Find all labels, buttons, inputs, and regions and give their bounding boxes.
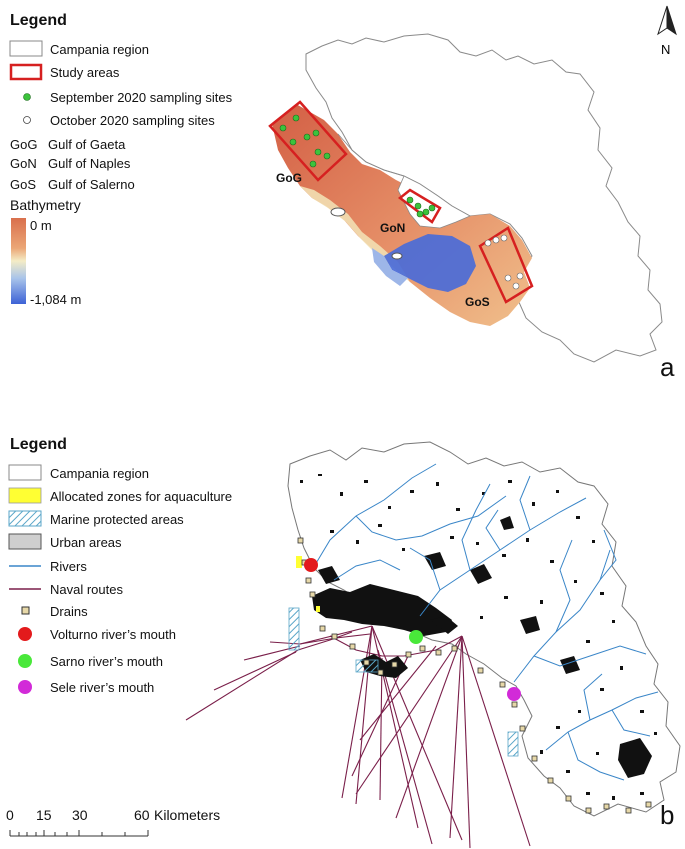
aquaculture-zone-1 bbox=[296, 556, 302, 568]
bathymetry-colorbar bbox=[11, 218, 26, 304]
legend-b-urban-swatch bbox=[8, 533, 42, 550]
island-ponza bbox=[330, 207, 346, 217]
north-arrow-icon bbox=[657, 5, 677, 36]
legend-b-item-naval: Naval routes bbox=[50, 581, 123, 597]
bathymetry-max-label: 0 m bbox=[30, 217, 52, 233]
panel-letter-a: a bbox=[660, 352, 675, 382]
legend-b-title: Legend bbox=[10, 436, 67, 453]
legend-a-region-swatch bbox=[9, 40, 43, 57]
legend-b-item-mpa: Marine protected areas bbox=[50, 511, 184, 527]
scale-tick-60: 60 bbox=[134, 807, 150, 823]
legend-a-abbr-gog: GoG Gulf of Gaeta bbox=[10, 136, 126, 152]
sarno-mouth-marker bbox=[409, 630, 423, 644]
land-between-gulfs bbox=[337, 133, 471, 229]
scale-tick-0: 0 bbox=[6, 807, 14, 823]
scale-bar-labels: 0 15 30 60 Kilometers bbox=[6, 806, 220, 824]
legend-b-sarno-dot bbox=[18, 654, 32, 668]
legend-a-study-swatch bbox=[9, 63, 43, 81]
map-label-gon: GoN bbox=[380, 221, 405, 235]
urban-speckle bbox=[300, 474, 657, 800]
legend-b-region-swatch bbox=[8, 464, 42, 481]
legend-a-item-region: Campania region bbox=[50, 41, 150, 57]
legend-b-drain-square bbox=[21, 606, 30, 615]
bathymetry-min-label: -1,084 m bbox=[30, 291, 82, 307]
scale-tick-15: 15 bbox=[36, 807, 52, 823]
legend-b-item-sele: Sele river’s mouth bbox=[50, 679, 155, 695]
sele-mouth-marker bbox=[507, 687, 521, 701]
legend-b-sele-dot bbox=[18, 680, 32, 694]
scale-tick-30: 30 bbox=[72, 807, 88, 823]
north-label: N bbox=[661, 42, 670, 57]
legend-a-item-study: Study areas bbox=[50, 64, 120, 80]
scale-bar bbox=[9, 830, 149, 837]
rivers bbox=[311, 463, 659, 781]
legend-a-oct-dot bbox=[23, 116, 31, 124]
legend-b-item-volturno: Volturno river’s mouth bbox=[50, 626, 176, 642]
legend-b-item-region: Campania region bbox=[50, 465, 150, 481]
map-a-canvas: GoG GoN GoS N bbox=[9, 5, 677, 363]
legend-a-item-oct: October 2020 sampling sites bbox=[50, 112, 215, 128]
scale-unit: Kilometers bbox=[154, 807, 221, 823]
legend-b-item-rivers: Rivers bbox=[50, 558, 87, 574]
panel-a: GoG GoN GoS N Legend Campania region Stu… bbox=[0, 0, 685, 400]
map-b-canvas bbox=[8, 441, 681, 849]
mpa-1 bbox=[288, 607, 300, 651]
naval-routes bbox=[185, 625, 531, 849]
legend-a-item-sept: September 2020 sampling sites bbox=[50, 89, 233, 105]
bathymetry-title: Bathymetry bbox=[10, 197, 81, 213]
volturno-mouth-marker bbox=[304, 558, 318, 572]
legend-b-item-urban: Urban areas bbox=[50, 534, 122, 550]
legend-a-abbr-gos: GoS Gulf of Salerno bbox=[10, 176, 135, 192]
drains bbox=[297, 537, 652, 814]
sept-sites-gog bbox=[279, 114, 331, 168]
legend-b-item-aquaculture: Allocated zones for aquaculture bbox=[50, 488, 233, 504]
mpa-3 bbox=[507, 731, 519, 757]
oct-sites-gos bbox=[484, 234, 524, 290]
deep-basin-edge bbox=[372, 248, 408, 286]
legend-b-aquaculture-swatch bbox=[8, 487, 42, 504]
study-area-gog bbox=[268, 100, 348, 182]
legend-a-title: Legend bbox=[10, 12, 67, 29]
legend-a-sept-dot bbox=[23, 93, 31, 101]
legend-b-volturno-dot bbox=[18, 627, 32, 641]
sept-sites-gon bbox=[406, 196, 436, 218]
legend-a-abbr-gon: GoN Gulf of Naples bbox=[10, 155, 131, 171]
study-area-gos bbox=[478, 226, 534, 304]
legend-b-item-drains: Drains bbox=[50, 603, 88, 619]
legend-b-item-sarno: Sarno river’s mouth bbox=[50, 653, 163, 669]
island-capri bbox=[391, 252, 403, 260]
aquaculture-zone-2 bbox=[316, 606, 320, 612]
panel-letter-b: b bbox=[660, 800, 675, 830]
legend-b-mpa-swatch bbox=[8, 510, 42, 527]
map-label-gos: GoS bbox=[465, 295, 490, 309]
panel-b: Legend Campania region Allocated zones f… bbox=[0, 420, 685, 849]
map-label-gog: GoG bbox=[276, 171, 302, 185]
